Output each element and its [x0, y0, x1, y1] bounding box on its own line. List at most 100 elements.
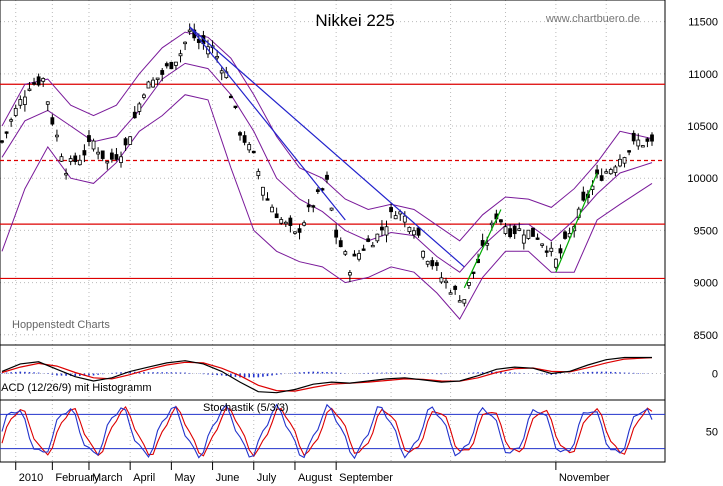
candle-body	[553, 258, 558, 268]
price-y-tick-label: 9500	[694, 225, 718, 237]
candle-body	[485, 242, 490, 246]
candle-body	[155, 77, 160, 80]
candle-body	[329, 207, 334, 211]
candle-body	[183, 41, 187, 45]
candle-body	[361, 248, 366, 251]
candle-body	[453, 285, 458, 290]
candle-body	[279, 219, 284, 224]
candle-body	[302, 222, 307, 226]
candle-body	[370, 244, 375, 248]
candle-body	[599, 175, 604, 181]
candle-body	[645, 138, 650, 142]
month-label: July	[257, 472, 277, 484]
candle-body	[82, 150, 87, 156]
candle-body	[508, 228, 512, 238]
macd-y-tick-label: 0	[712, 369, 718, 381]
candle-body	[256, 171, 261, 177]
candle-body	[306, 204, 311, 208]
price-y-tick-label: 11000	[688, 69, 718, 81]
candle-body	[187, 29, 192, 32]
candle-body	[581, 191, 586, 201]
candle-body	[563, 231, 567, 239]
candle-body	[636, 139, 641, 147]
candle-body	[393, 215, 398, 220]
candle-body	[627, 150, 632, 153]
candle-body	[613, 166, 618, 173]
candle-body	[531, 227, 535, 237]
candle-body	[174, 61, 178, 66]
candle-body	[444, 280, 448, 284]
candle-body	[265, 198, 270, 201]
candle-body	[407, 226, 412, 233]
month-label: 2010	[19, 472, 43, 484]
candle-body	[430, 260, 435, 267]
candle-body	[462, 299, 467, 304]
candle-body	[384, 226, 389, 236]
candle-body	[402, 215, 407, 223]
band-lower-line	[1, 94, 653, 320]
candle-body	[132, 111, 137, 119]
source-label: Hoppenstedt Charts	[12, 319, 110, 331]
stochastic-k-line	[1, 403, 653, 460]
candle-body	[315, 189, 320, 192]
candle-body	[457, 300, 462, 303]
trendline	[555, 172, 598, 273]
candle-body	[55, 134, 59, 138]
candle-body	[380, 226, 384, 231]
candle-body	[13, 108, 18, 116]
candle-body	[517, 228, 522, 231]
candle-body	[352, 253, 357, 257]
stochastic-title: Stochastik (5/3/3)	[203, 402, 289, 414]
candle-body	[164, 63, 169, 67]
candle-body	[471, 271, 476, 274]
price-y-tick-label: 11500	[688, 17, 718, 29]
candle-body	[261, 186, 265, 196]
candle-body	[293, 231, 297, 234]
candle-body	[499, 219, 503, 223]
macd-title: MACD (12/26/9) mit Histogramm	[0, 382, 152, 394]
chart-title: Nikkei 225	[315, 11, 394, 30]
candle-body	[338, 240, 343, 248]
candle-body	[91, 140, 96, 150]
candle-body	[68, 158, 73, 162]
candle-body	[142, 94, 146, 98]
candle-body	[228, 95, 233, 99]
candle-body	[36, 76, 41, 86]
candle-body	[151, 79, 155, 88]
candle-body	[366, 238, 371, 242]
candle-body	[343, 251, 348, 255]
candle-body	[448, 292, 453, 295]
month-label: June	[216, 472, 240, 484]
candle-body	[650, 134, 654, 142]
candle-body	[27, 88, 32, 91]
candle-body	[274, 213, 279, 219]
candle-body	[375, 233, 380, 242]
candle-body	[109, 152, 114, 160]
candle-body	[9, 119, 14, 122]
candle-body	[0, 140, 4, 143]
candle-body	[416, 227, 421, 236]
candle-body	[544, 250, 549, 253]
candle-body	[489, 222, 494, 226]
month-label: August	[298, 472, 332, 484]
candle-body	[41, 78, 46, 82]
watermark-text: www.chartbuero.de	[545, 13, 640, 25]
candle-body	[87, 135, 91, 142]
candle-body	[512, 225, 517, 235]
candle-body	[439, 277, 444, 283]
candle-body	[297, 228, 302, 233]
candle-body	[73, 155, 78, 162]
candle-body	[434, 262, 439, 266]
candle-body	[77, 159, 82, 166]
candle-body	[123, 138, 128, 146]
candle-body	[389, 207, 393, 213]
candle-body	[288, 217, 293, 226]
candle-body	[421, 250, 426, 258]
candle-body	[270, 206, 274, 213]
candle-body	[311, 205, 316, 208]
candle-body	[238, 132, 242, 136]
candle-body	[357, 253, 361, 260]
candle-body	[215, 56, 220, 59]
candle-body	[18, 99, 23, 106]
